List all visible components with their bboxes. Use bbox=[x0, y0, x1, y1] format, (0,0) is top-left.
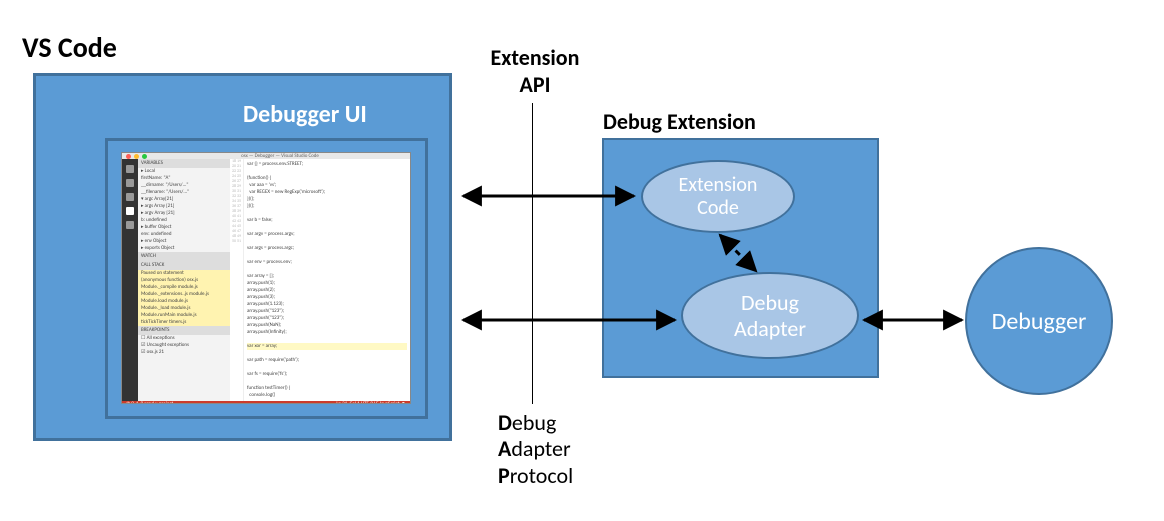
dap-ebug: ebug bbox=[512, 409, 556, 436]
side-section-header: CALL STACK bbox=[138, 261, 230, 270]
activity-icon bbox=[126, 193, 134, 201]
side-row: firstName: "A" bbox=[138, 175, 230, 182]
vscode-screenshot: osx — Debugger — Visual Studio Code VARI… bbox=[121, 152, 411, 404]
side-section-header: BREAKPOINTS bbox=[138, 326, 230, 335]
debugger-ui-title: Debugger UI bbox=[243, 100, 367, 129]
side-row: Module._load module.js bbox=[138, 305, 230, 312]
traffic-light-max-icon bbox=[142, 154, 147, 159]
center-divider bbox=[532, 103, 533, 404]
side-row: __dirname: "/Users/..." bbox=[138, 182, 230, 189]
side-row: ▸ buffer Object bbox=[138, 224, 230, 231]
dap-p: P bbox=[498, 462, 510, 489]
debug-adapter-line2: Adapter bbox=[734, 316, 806, 341]
debugger-label: Debugger bbox=[992, 307, 1087, 336]
side-row: tickTickTimer timers.js bbox=[138, 319, 230, 326]
side-row: env: undefined bbox=[138, 231, 230, 238]
side-row: Module._extensions..js module.js bbox=[138, 291, 230, 298]
traffic-light-min-icon bbox=[134, 154, 139, 159]
traffic-light-close-icon bbox=[126, 154, 131, 159]
side-row: ☐ All exceptions bbox=[138, 335, 230, 342]
dap-a: A bbox=[498, 435, 511, 462]
extension-code-line1: Extension bbox=[679, 174, 758, 197]
side-panel: VARIABLES▸ Local firstName: "A" __dirnam… bbox=[138, 159, 230, 401]
side-row: ▸ exports Object bbox=[138, 245, 230, 252]
debug-adapter-node: Debug Adapter bbox=[681, 272, 859, 359]
dap-rotocol: rotocol bbox=[510, 462, 573, 489]
side-row: Paused on statement bbox=[138, 270, 230, 277]
extension-api-line1: Extension bbox=[480, 44, 590, 71]
side-row: ▸ env Object bbox=[138, 238, 230, 245]
extension-code-line2: Code bbox=[679, 197, 758, 220]
dap-label: Debug Adapter Protocol bbox=[498, 410, 573, 489]
extension-api-label: Extension API bbox=[480, 44, 590, 98]
activity-icon bbox=[126, 179, 134, 187]
side-section-header: VARIABLES bbox=[138, 159, 230, 168]
dap-dapter: dapter bbox=[511, 435, 570, 462]
status-right: Ln 21, Col 1 UTF-8 LF JavaScript ☻ bbox=[336, 401, 406, 404]
side-row: ▸ Local bbox=[138, 168, 230, 175]
status-left: ⊘ 0 ⚠ 0 prod-x-project bbox=[126, 401, 173, 404]
editor-area: 18 19 20 21 22 23 24 25 26 27 28 29 30 3… bbox=[230, 159, 410, 401]
side-row: ☑ osx.js 21 bbox=[138, 349, 230, 356]
code-content: var {} = process.env.STREET; (function()… bbox=[244, 159, 410, 401]
debug-adapter-line1: Debug bbox=[734, 290, 806, 315]
debugger-node: Debugger bbox=[965, 247, 1113, 395]
side-row: Module._compile module.js bbox=[138, 284, 230, 291]
side-row: __filename: "/Users/..." bbox=[138, 189, 230, 196]
activity-icon bbox=[126, 207, 134, 215]
activity-icon bbox=[126, 221, 134, 229]
debug-extension-title: Debug Extension bbox=[603, 108, 756, 135]
activity-bar bbox=[122, 159, 138, 401]
activity-icon bbox=[126, 165, 134, 173]
side-row: Module.load module.js bbox=[138, 298, 230, 305]
side-row: ▾ argc Array[21] bbox=[138, 196, 230, 203]
extension-api-line2: API bbox=[480, 71, 590, 98]
side-row: ☑ Uncaught exceptions bbox=[138, 342, 230, 349]
screenshot-body: VARIABLES▸ Local firstName: "A" __dirnam… bbox=[122, 159, 410, 401]
side-row: Module.runMain module.js bbox=[138, 312, 230, 319]
side-row: b: undefined bbox=[138, 217, 230, 224]
dap-d: D bbox=[498, 409, 512, 436]
vscode-title: VS Code bbox=[22, 30, 117, 65]
line-gutter: 18 19 20 21 22 23 24 25 26 27 28 29 30 3… bbox=[230, 159, 244, 401]
side-row: (anonymous function) osx.js bbox=[138, 277, 230, 284]
side-row: ▸ args Array [21] bbox=[138, 203, 230, 210]
side-section-header: WATCH bbox=[138, 252, 230, 261]
side-row: ▸ argv Array [21] bbox=[138, 210, 230, 217]
status-bar: ⊘ 0 ⚠ 0 prod-x-project Ln 21, Col 1 UTF-… bbox=[122, 401, 410, 404]
extension-code-node: Extension Code bbox=[641, 160, 795, 233]
